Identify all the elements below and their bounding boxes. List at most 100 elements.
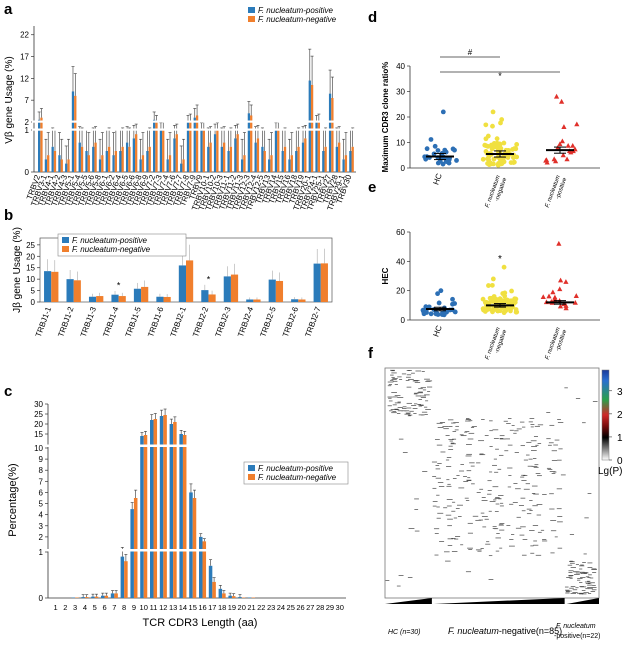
bar-negative [202,541,207,598]
panel-label-f: f [368,345,374,362]
y-tick-label: 40 [396,257,405,266]
data-point [512,296,518,302]
x-tick-label: 10 [140,603,148,612]
bar-positive [201,290,209,302]
panel-label-d: d [368,9,377,26]
x-tick-label: F. nucleatum-positive [545,326,569,363]
y-tick-label: 2 [25,118,30,127]
data-point [564,156,570,162]
data-point [557,286,563,292]
bar-negative [250,115,253,172]
significance-mark: * [498,254,502,265]
x-tick-label: HC [431,172,443,186]
bar-positive [200,130,203,172]
y-tick-label: 20 [396,113,405,122]
data-point [551,156,557,162]
y-tick-label: 30 [34,400,43,409]
y-tick-label: 0 [39,594,44,603]
group-label-hc: HC (n=30) [388,629,420,636]
bar-negative [304,138,307,172]
bar-negative [270,155,273,172]
data-point [559,98,565,104]
y-tick-label: 1 [39,548,44,557]
bar-positive [268,279,276,302]
data-point [501,264,507,270]
bar-positive [234,138,237,172]
x-tick-label: HC [431,324,443,338]
bar-negative [283,146,287,172]
x-tick-label: TRBJ1-4 [101,305,120,338]
data-point [500,291,506,296]
bar-negative [331,98,334,172]
bar-negative [94,596,99,598]
bar-positive [240,159,244,172]
data-point [572,299,578,305]
x-tick-label: 22 [257,603,265,612]
data-point [499,155,505,161]
y-tick-label: 20 [396,287,405,296]
bar-positive [112,155,115,172]
data-point [483,122,489,128]
y-tick-label: 12 [20,74,29,83]
bar-positive [153,119,156,172]
group-label-negative: F. nucleatum-negative(n=85) [448,626,562,636]
bar-positive [66,279,74,302]
data-point [559,138,565,144]
bar-positive [44,159,48,172]
x-tick-label: F. nucleatum-negative [485,326,509,363]
significance-mark: * [498,71,502,81]
bar-positive [58,155,61,172]
bar-negative [182,435,187,598]
panel-d-clone-ratio-chart: 0 10 20 30 40 Maximum CDR3 clone ratio% HC F. n… [381,48,600,209]
data-point [450,296,455,302]
significance-mark: # [468,48,473,57]
y-axis-title: HEC [381,267,390,284]
heatmap-frame [384,367,600,599]
bar-positive [140,436,144,598]
bar-positive [223,276,231,302]
bar-positive [301,142,305,172]
x-tick-label: 16 [198,603,206,612]
bar-negative [163,415,167,598]
bar-positive [88,296,97,302]
x-tick-label: 1 [53,603,57,612]
y-tick-label: 22 [20,31,29,40]
x-tick-label: 30 [336,603,344,612]
bar-positive [38,119,41,172]
bar-positive [150,420,154,598]
bar-negative [96,296,104,302]
data-point [509,288,514,294]
bar-positive [111,294,119,302]
data-point [563,305,569,311]
data-point [428,137,434,142]
data-point [496,143,501,148]
data-point [452,309,458,315]
data-point [570,143,576,148]
y-tick-label: 10 [396,139,405,148]
x-tick-label: 2 [63,603,67,612]
bar-positive [146,151,149,172]
bar-positive [71,91,75,172]
axis-break [46,549,348,552]
bar-positive [238,597,242,598]
group-wedge-positive [566,598,599,604]
bar-negative [192,498,197,598]
bar-positive [254,142,257,172]
bar-negative [168,155,172,172]
bar-positive [342,159,345,172]
bar-positive [349,151,352,172]
y-axis-title: Vβ gene Usage (%) [4,56,15,143]
data-point [557,277,564,283]
bar-negative [216,130,219,172]
bar-negative [212,581,216,598]
data-point [436,300,442,306]
data-point [501,140,507,146]
x-tick-label: 23 [267,603,275,612]
y-tick-label: 20 [26,252,35,261]
x-tick-label: 11 [150,603,158,612]
data-point [443,159,449,165]
y-tick-label: 10 [26,275,35,284]
bar-positive [51,146,54,172]
data-point [480,156,486,162]
colorbar-tick-label: 0 [617,456,623,467]
